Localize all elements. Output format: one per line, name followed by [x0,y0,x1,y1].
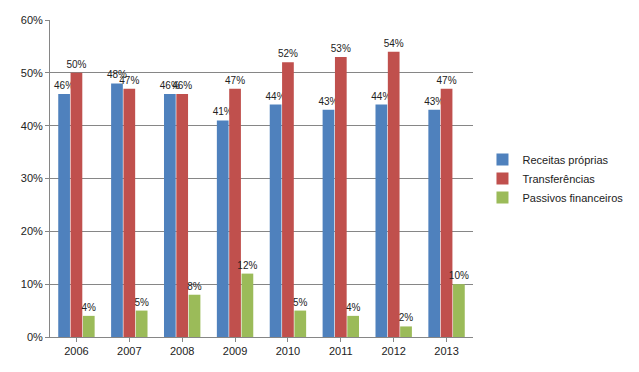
svg-text:46%: 46% [54,80,74,91]
svg-text:5%: 5% [293,297,308,308]
svg-text:Transferências: Transferências [522,173,595,185]
svg-text:2012: 2012 [381,345,405,357]
svg-text:46%: 46% [160,80,180,91]
svg-text:8%: 8% [187,281,202,292]
svg-text:2009: 2009 [223,345,247,357]
svg-text:Receitas próprias: Receitas próprias [522,154,608,166]
svg-text:4%: 4% [81,302,96,313]
svg-text:2006: 2006 [64,345,88,357]
svg-text:47%: 47% [225,75,245,86]
svg-text:60%: 60% [21,14,43,26]
svg-text:2008: 2008 [170,345,194,357]
svg-text:48%: 48% [107,69,127,80]
svg-text:43%: 43% [318,96,338,107]
svg-text:2011: 2011 [329,345,353,357]
svg-text:41%: 41% [213,106,233,117]
svg-text:50%: 50% [66,59,86,70]
svg-text:44%: 44% [266,91,286,102]
svg-text:0%: 0% [27,331,43,343]
svg-text:53%: 53% [331,43,351,54]
svg-text:30%: 30% [21,172,43,184]
svg-text:52%: 52% [278,48,298,59]
svg-text:50%: 50% [21,67,43,79]
svg-text:46%: 46% [172,80,192,91]
svg-text:2013: 2013 [434,345,458,357]
svg-text:10%: 10% [449,270,469,281]
svg-text:47%: 47% [119,75,139,86]
svg-text:5%: 5% [134,297,149,308]
svg-text:Passivos financeiros: Passivos financeiros [522,192,623,204]
svg-text:2010: 2010 [276,345,300,357]
svg-text:12%: 12% [237,260,257,271]
svg-text:2%: 2% [399,312,414,323]
svg-text:40%: 40% [21,120,43,132]
svg-text:54%: 54% [384,38,404,49]
svg-text:2007: 2007 [117,345,141,357]
svg-text:20%: 20% [21,225,43,237]
svg-text:44%: 44% [371,91,391,102]
svg-text:43%: 43% [424,96,444,107]
svg-text:4%: 4% [346,302,361,313]
svg-text:10%: 10% [21,278,43,290]
svg-text:47%: 47% [436,75,456,86]
